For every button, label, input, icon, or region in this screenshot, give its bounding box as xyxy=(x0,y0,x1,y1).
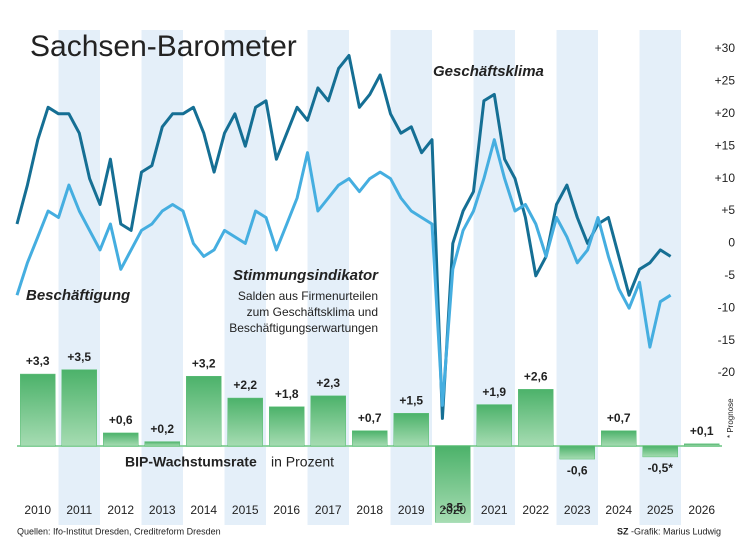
annotation: Stimmungsindikator xyxy=(233,267,379,284)
note: * Prognose xyxy=(726,398,735,438)
bar xyxy=(103,432,139,447)
year-band xyxy=(639,30,681,525)
x-tick-label: 2015 xyxy=(232,503,259,517)
series-label: Geschäftsklima xyxy=(433,63,544,80)
bar xyxy=(310,395,346,447)
x-tick-label: 2022 xyxy=(522,503,549,517)
credit-brand: SZ xyxy=(617,526,629,536)
bar xyxy=(352,430,388,447)
bar xyxy=(435,445,471,523)
year-band xyxy=(556,30,598,525)
value-label: +0,7 xyxy=(358,411,382,425)
x-tick-label: 2023 xyxy=(564,503,591,517)
value-label: +2,6 xyxy=(524,369,548,383)
x-tick-label: 2020 xyxy=(439,503,466,517)
value-label: +2,3 xyxy=(316,376,340,390)
line-series xyxy=(15,138,672,407)
year-band xyxy=(141,30,183,525)
y-tick-label: -20 xyxy=(718,365,736,379)
y-tick-label: +25 xyxy=(715,74,736,88)
value-label: +1,9 xyxy=(482,385,506,399)
x-tick-label: 2017 xyxy=(315,503,342,517)
subtitle: Salden aus Firmenurteilen xyxy=(238,289,378,303)
value-label: -0,6 xyxy=(567,463,588,477)
y-tick-label: -10 xyxy=(718,300,736,314)
year-band xyxy=(390,30,432,525)
y-tick-label: +10 xyxy=(715,171,736,185)
bar xyxy=(559,445,595,460)
value-label: +3,2 xyxy=(192,356,216,370)
bar xyxy=(269,406,305,447)
value-label: +2,2 xyxy=(233,378,257,392)
bar xyxy=(518,389,554,447)
value-label: +0,1 xyxy=(690,424,714,438)
x-tick-label: 2011 xyxy=(66,503,92,517)
x-tick-label: 2010 xyxy=(24,503,51,517)
y-tick-label: +30 xyxy=(715,41,736,55)
subtitle: Beschäftigungserwartungen xyxy=(229,321,378,335)
y-tick-label: +15 xyxy=(715,138,736,152)
bar xyxy=(642,445,678,458)
value-label: -0,5* xyxy=(648,461,674,475)
x-tick-label: 2026 xyxy=(688,503,715,517)
bar xyxy=(684,443,720,447)
value-label: +1,8 xyxy=(275,387,299,401)
value-label: -3,5 xyxy=(442,500,463,514)
bar xyxy=(144,441,180,447)
x-tick-label: 2025 xyxy=(647,503,674,517)
bar xyxy=(601,430,637,447)
year-band xyxy=(58,30,100,525)
source: Quellen: Ifo-Institut Dresden, Creditref… xyxy=(17,526,221,536)
y-tick-label: -5 xyxy=(724,268,735,282)
credit: -Grafik: Marius Ludwig xyxy=(631,526,721,536)
subtitle: zum Geschäftsklima und xyxy=(247,305,378,319)
y-tick-label: +5 xyxy=(721,203,735,217)
x-tick-label: 2018 xyxy=(356,503,383,517)
series-label: Beschäftigung xyxy=(26,287,130,304)
y-tick-label: -15 xyxy=(718,333,736,347)
x-tick-label: 2013 xyxy=(149,503,176,517)
bar xyxy=(476,404,512,447)
bar xyxy=(61,369,97,447)
bar-unit: in Prozent xyxy=(271,454,334,470)
line-series xyxy=(15,54,672,420)
value-label: +0,6 xyxy=(109,413,133,427)
value-label: +0,7 xyxy=(607,411,631,425)
bar xyxy=(393,413,429,447)
x-tick-label: 2021 xyxy=(481,503,508,517)
year-band xyxy=(473,30,515,525)
y-tick-label: 0 xyxy=(728,236,735,250)
bar-title: BIP-Wachstumsrate xyxy=(125,454,257,470)
x-tick-label: 2012 xyxy=(107,503,134,517)
x-tick-label: 2016 xyxy=(273,503,300,517)
bar xyxy=(186,375,222,447)
value-label: +0,2 xyxy=(150,422,174,436)
y-tick-label: +20 xyxy=(715,106,736,120)
value-label: +3,3 xyxy=(26,354,50,368)
value-label: +1,5 xyxy=(399,393,423,407)
bar xyxy=(20,373,56,447)
bar xyxy=(227,397,263,447)
x-tick-label: 2014 xyxy=(190,503,217,517)
chart-title: Sachsen-Barometer xyxy=(30,30,297,63)
value-label: +3,5 xyxy=(67,350,91,364)
x-tick-label: 2019 xyxy=(398,503,425,517)
x-tick-label: 2024 xyxy=(605,503,632,517)
